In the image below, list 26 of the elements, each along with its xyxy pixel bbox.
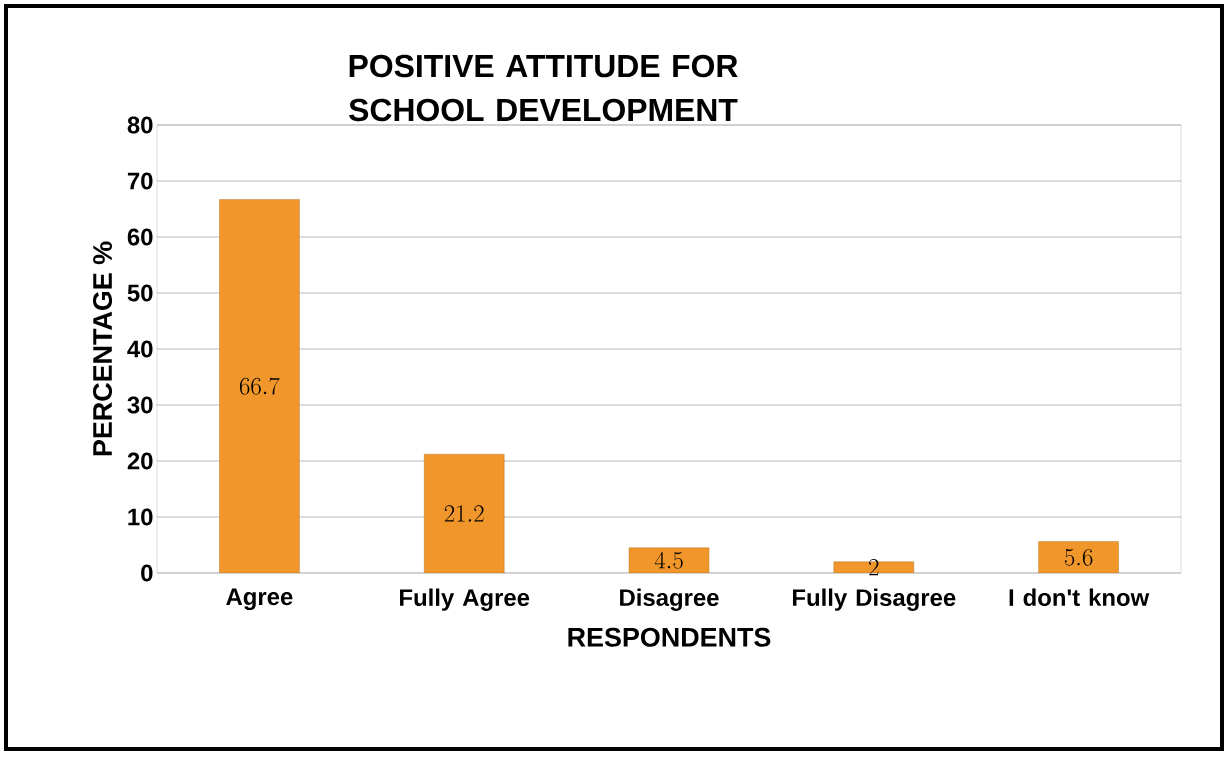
data-label: 4.5 — [654, 551, 683, 569]
y-tick-label: 10 — [128, 508, 153, 526]
bar — [1038, 541, 1119, 573]
bar — [424, 454, 505, 573]
y-tick-label: 40 — [127, 340, 153, 358]
y-tick-label: 80 — [127, 116, 153, 134]
x-tick-label: Disagree — [620, 588, 719, 611]
data-label: 66.7 — [239, 377, 280, 395]
y-axis-title: PERCENTAGE % — [93, 241, 113, 456]
chart-title: POSITIVE ATTITUDE FOR SCHOOL DEVELOPMENT — [349, 54, 738, 122]
y-tick-label: 70 — [127, 172, 153, 190]
x-tick-label: Agree — [226, 588, 293, 611]
bar — [628, 547, 710, 573]
x-tick-label: Fully Agree — [400, 588, 530, 611]
y-tick-label: 20 — [127, 452, 153, 470]
data-label: 5.6 — [1064, 548, 1093, 566]
y-tick-label: 50 — [127, 284, 153, 302]
data-label: 21 .2 — [444, 505, 484, 522]
bar — [219, 199, 300, 573]
x-tick-label: I don't know — [1009, 588, 1150, 607]
y-tick-label: 0 — [141, 564, 153, 582]
data-label: 2 — [869, 559, 879, 576]
y-tick-label: 30 — [127, 396, 153, 414]
x-tick-label: Fully Disagree — [793, 588, 956, 611]
x-axis-title: RESPONDENTS — [568, 627, 771, 647]
y-tick-label: 60 — [127, 228, 153, 246]
